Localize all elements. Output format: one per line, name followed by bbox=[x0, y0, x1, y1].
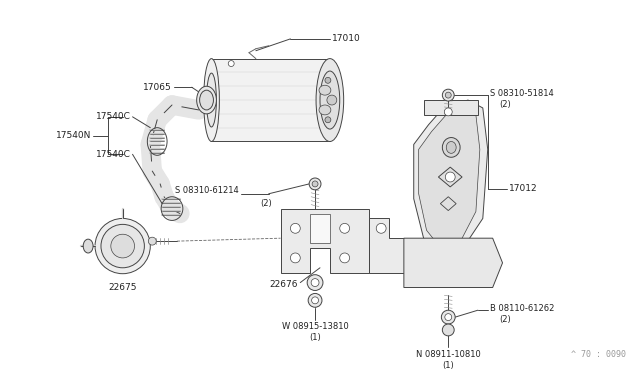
Ellipse shape bbox=[319, 85, 331, 95]
Text: W 08915-13810: W 08915-13810 bbox=[282, 323, 348, 331]
Circle shape bbox=[340, 253, 349, 263]
Polygon shape bbox=[280, 209, 369, 273]
Circle shape bbox=[291, 253, 300, 263]
Text: 22675: 22675 bbox=[108, 283, 137, 292]
Polygon shape bbox=[310, 214, 330, 243]
Circle shape bbox=[445, 172, 455, 182]
Polygon shape bbox=[413, 100, 488, 253]
Circle shape bbox=[327, 95, 337, 105]
Text: ^ 70 : 0090: ^ 70 : 0090 bbox=[571, 350, 626, 359]
Circle shape bbox=[325, 77, 331, 83]
Circle shape bbox=[325, 117, 331, 123]
Polygon shape bbox=[419, 108, 480, 245]
Text: N 08911-10810: N 08911-10810 bbox=[416, 350, 481, 359]
Circle shape bbox=[228, 61, 234, 67]
Ellipse shape bbox=[83, 239, 93, 253]
Ellipse shape bbox=[207, 73, 216, 127]
Circle shape bbox=[376, 223, 386, 233]
Text: 17540N: 17540N bbox=[56, 131, 91, 140]
Text: (1): (1) bbox=[309, 333, 321, 342]
Text: 17540C: 17540C bbox=[96, 150, 131, 159]
Circle shape bbox=[291, 223, 300, 233]
Polygon shape bbox=[369, 218, 404, 273]
Circle shape bbox=[444, 108, 452, 116]
Polygon shape bbox=[438, 167, 462, 187]
Text: S 08310-61214: S 08310-61214 bbox=[175, 186, 239, 195]
Circle shape bbox=[309, 178, 321, 190]
Circle shape bbox=[312, 181, 318, 187]
Text: (1): (1) bbox=[442, 361, 454, 370]
Polygon shape bbox=[211, 59, 330, 141]
Circle shape bbox=[442, 89, 454, 101]
Ellipse shape bbox=[319, 105, 331, 115]
Circle shape bbox=[148, 237, 156, 245]
Circle shape bbox=[340, 223, 349, 233]
Text: 22676: 22676 bbox=[270, 280, 298, 289]
Text: S 08310-51814: S 08310-51814 bbox=[490, 89, 554, 97]
Circle shape bbox=[95, 218, 150, 274]
Text: 17010: 17010 bbox=[332, 34, 360, 44]
Circle shape bbox=[312, 297, 319, 304]
Circle shape bbox=[308, 294, 322, 307]
Ellipse shape bbox=[446, 141, 456, 153]
Polygon shape bbox=[440, 197, 456, 211]
Polygon shape bbox=[424, 100, 478, 115]
Text: B 08110-61262: B 08110-61262 bbox=[490, 304, 554, 313]
Circle shape bbox=[445, 314, 452, 321]
Text: (2): (2) bbox=[260, 199, 271, 208]
Ellipse shape bbox=[316, 59, 344, 141]
Circle shape bbox=[111, 234, 134, 258]
Ellipse shape bbox=[320, 71, 340, 129]
Circle shape bbox=[442, 324, 454, 336]
Text: (2): (2) bbox=[500, 99, 511, 109]
Circle shape bbox=[445, 92, 451, 98]
Circle shape bbox=[442, 310, 455, 324]
Text: (2): (2) bbox=[500, 315, 511, 324]
Circle shape bbox=[307, 275, 323, 291]
Ellipse shape bbox=[204, 59, 220, 141]
Circle shape bbox=[311, 279, 319, 286]
Text: 17065: 17065 bbox=[143, 83, 172, 92]
Ellipse shape bbox=[196, 86, 216, 114]
Polygon shape bbox=[404, 238, 502, 288]
Circle shape bbox=[101, 224, 145, 268]
Text: 17012: 17012 bbox=[509, 185, 538, 193]
Text: 17540C: 17540C bbox=[96, 112, 131, 121]
Ellipse shape bbox=[442, 138, 460, 157]
Ellipse shape bbox=[200, 90, 214, 110]
